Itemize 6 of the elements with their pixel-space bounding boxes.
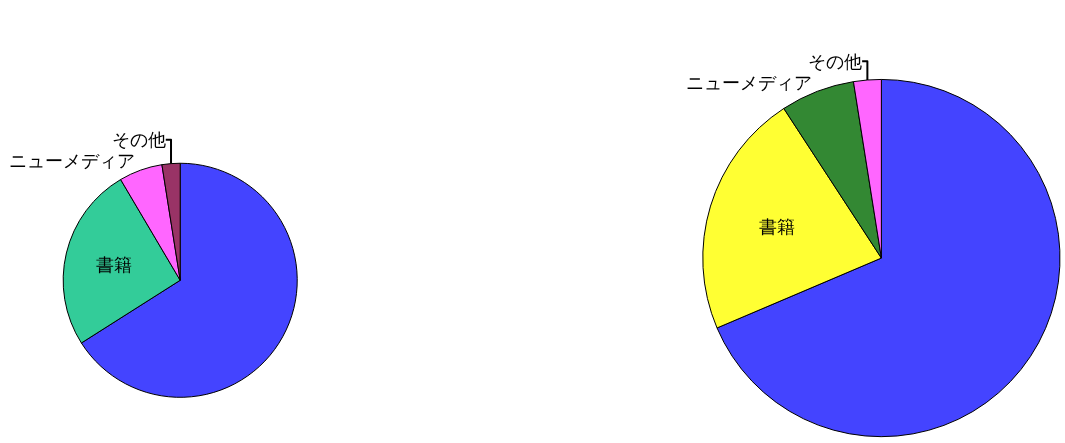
slice-label: その他: [111, 129, 166, 151]
slice-label: ニューメディア: [685, 71, 812, 93]
slice-label: 書籍: [95, 253, 132, 275]
slice-label: 書籍: [759, 215, 796, 237]
slice-label: その他: [808, 50, 863, 72]
slice-label: ニューメディア: [9, 150, 136, 172]
